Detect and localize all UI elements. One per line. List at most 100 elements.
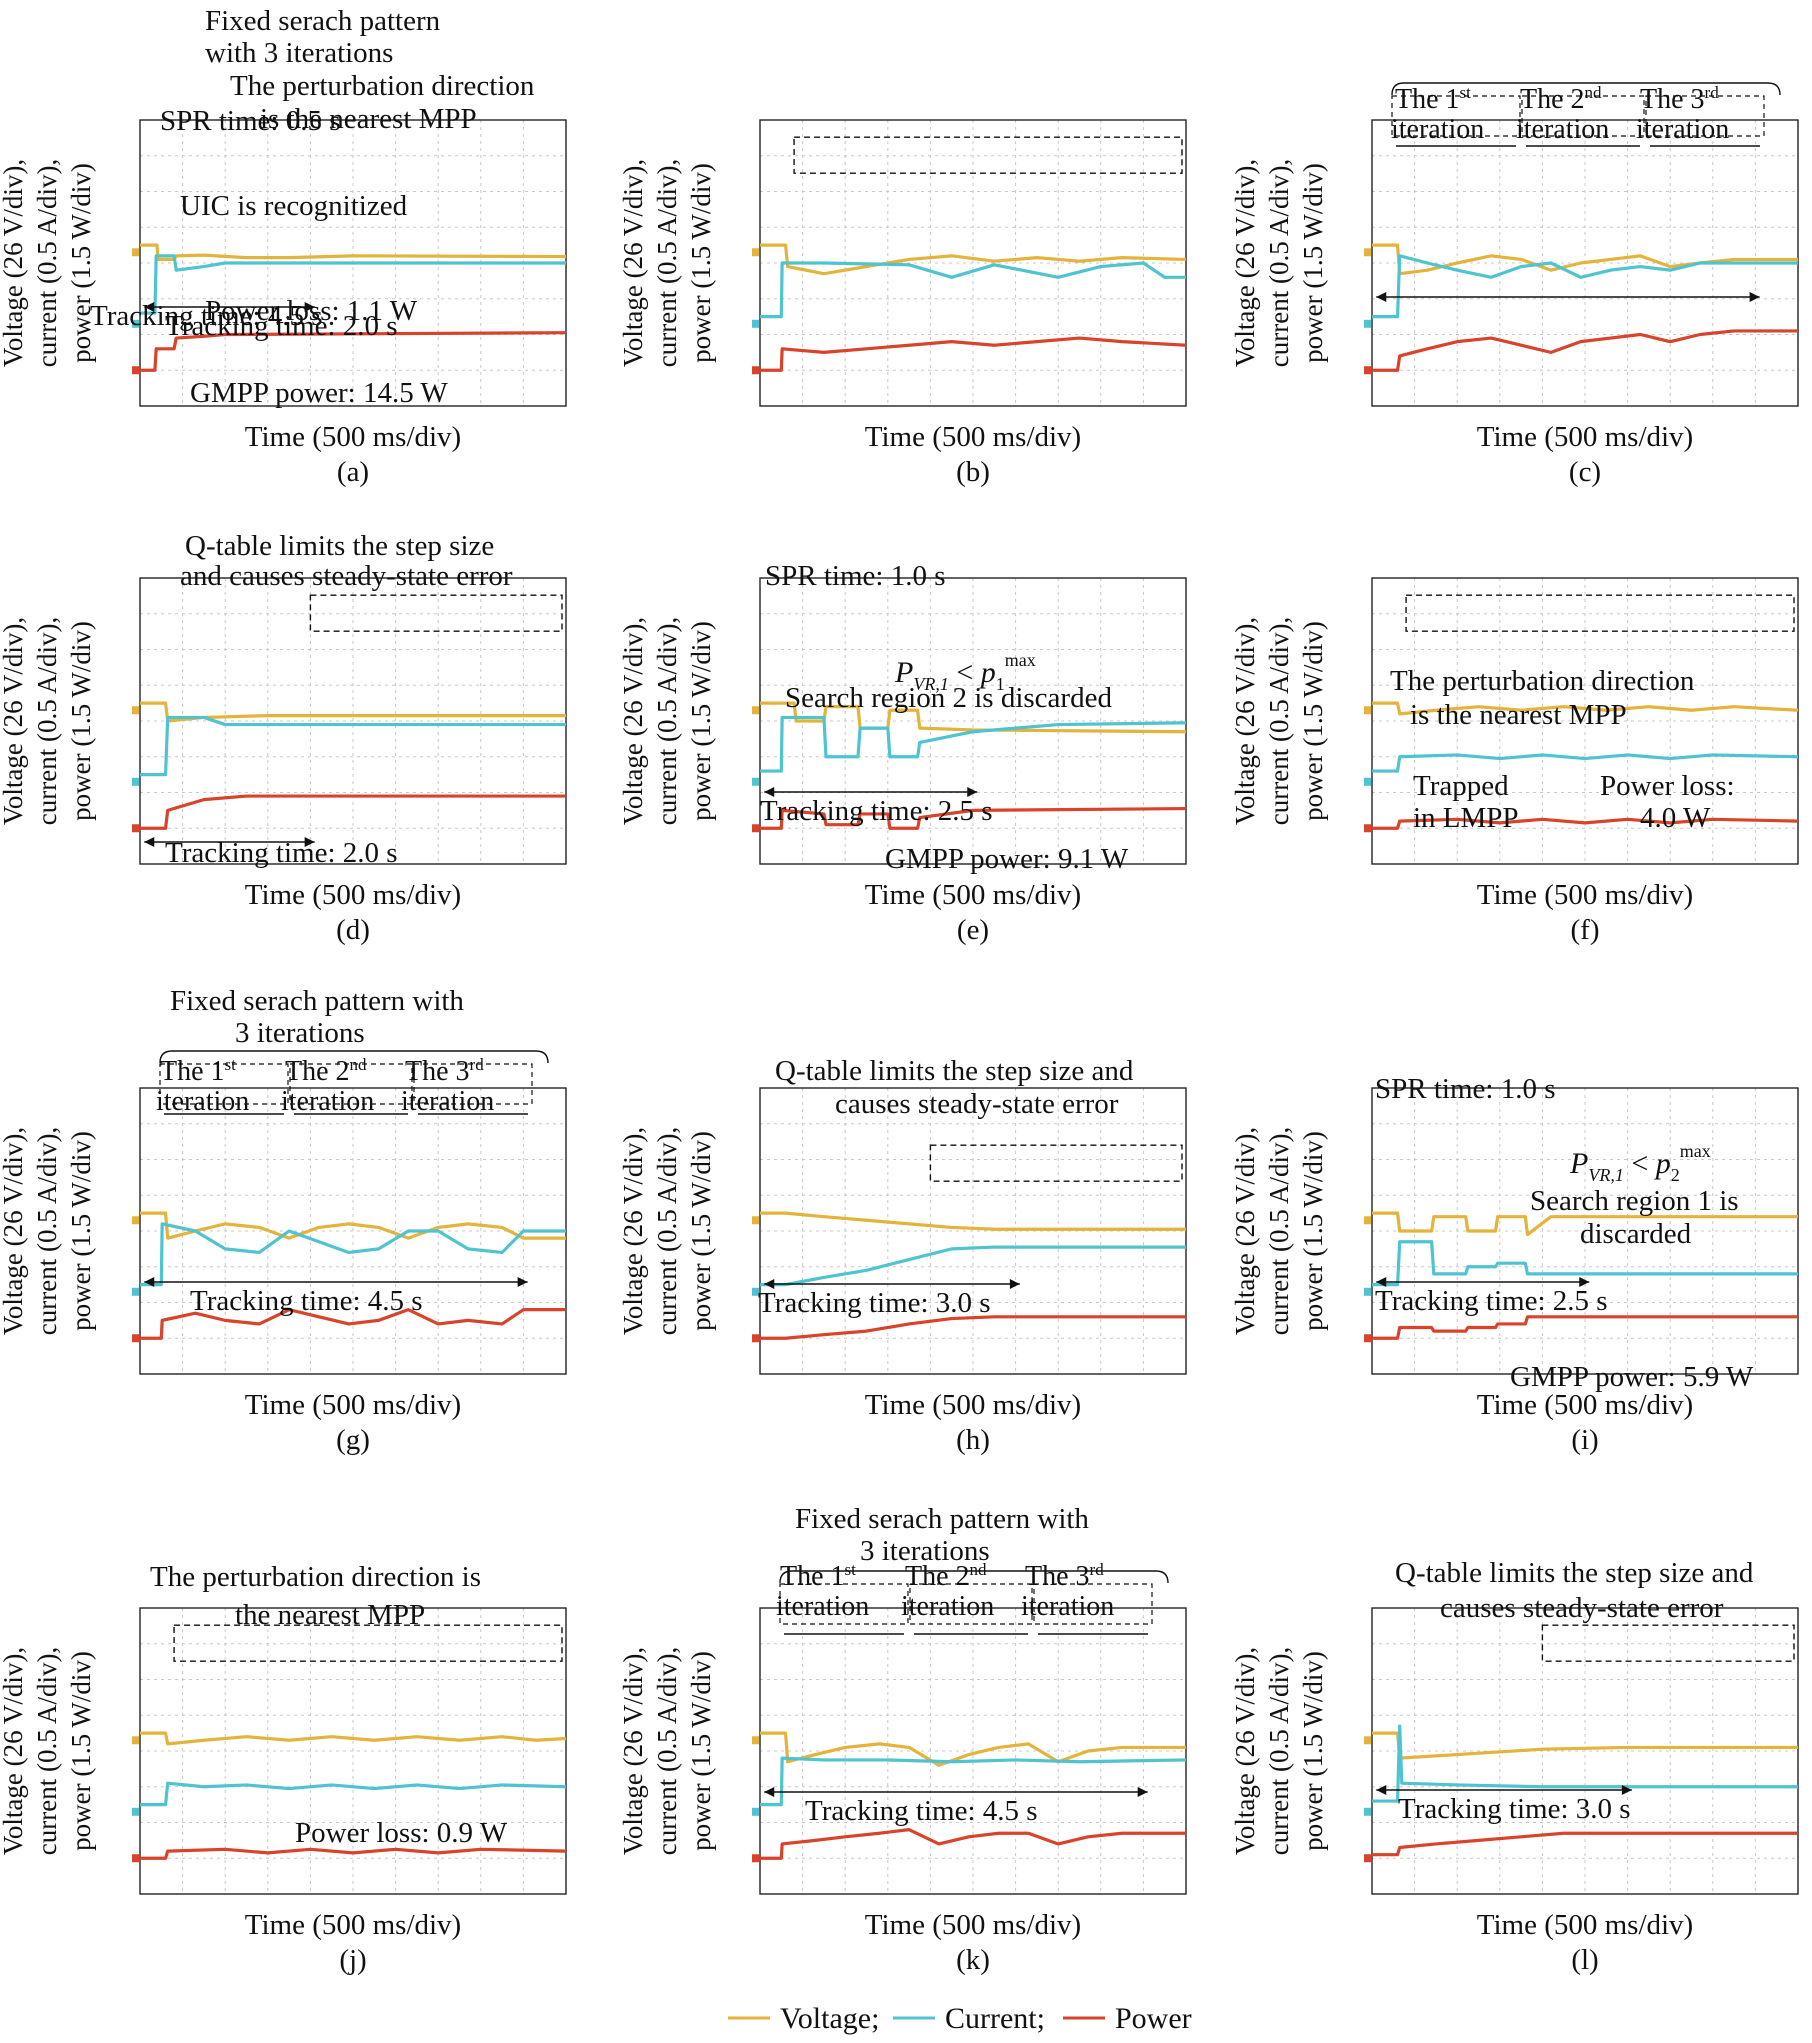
plot-frame [1371, 1607, 1799, 1895]
current-trace [760, 1756, 1187, 1807]
panel-label: (j) [339, 1944, 366, 1976]
annotation: Trapped [1413, 770, 1509, 802]
current-trace [140, 1222, 566, 1287]
arrow-head [144, 302, 155, 312]
annotation: Tracking time: 2.0 s [165, 310, 398, 342]
panel-label: (l) [1571, 1944, 1598, 1976]
power-channel-marker [132, 1334, 139, 1343]
power-channel-marker [132, 824, 139, 833]
voltage-trace [140, 1211, 566, 1240]
inequality-annotation: PVR,1 < p2max [1569, 1141, 1711, 1185]
annotation: Power loss: 1.1 W [205, 295, 418, 327]
iteration-label: The 3rd [1025, 1560, 1104, 1592]
y-axis-label: Voltage (26 V/div), [1230, 159, 1260, 367]
highlight-box [929, 1144, 1183, 1182]
current-channel-marker [1364, 319, 1371, 328]
annotation: Q-table limits the step size and [1395, 1557, 1754, 1589]
legend-label: Power [1115, 2002, 1192, 2035]
annotation: causes steady-state error [835, 1088, 1119, 1120]
power-trace [760, 1315, 1186, 1340]
current-trace [1372, 1240, 1798, 1287]
iteration-label: iteration [1636, 114, 1729, 145]
x-axis-label: Time (500 ms/div) [1477, 1909, 1693, 1941]
y-axis-label: current (0.5 A/div), [1264, 1647, 1294, 1855]
x-axis-label: Time (500 ms/div) [245, 421, 461, 453]
y-axis-label: Voltage (26 V/div), [618, 159, 648, 367]
current-channel-marker [752, 1807, 759, 1816]
annotation: The perturbation direction [1390, 665, 1695, 697]
arrow-head [304, 837, 315, 847]
panel-b: Voltage (26 V/div), current (0.5 A/div), p… [205, 70, 1187, 488]
current-channel-marker [1364, 1287, 1371, 1296]
annotation: 3 iterations [860, 1535, 990, 1567]
legend-label: Current; [945, 2002, 1045, 2035]
current-trace [1372, 254, 1798, 319]
annotation: Fixed serach pattern with [795, 1503, 1089, 1535]
iteration-box [1645, 95, 1765, 137]
highlight-box [173, 1624, 563, 1662]
panel-label: (c) [1569, 456, 1601, 488]
voltage-channel-marker [1364, 248, 1371, 257]
current-trace [140, 1781, 567, 1807]
panel-k: Voltage (26 V/div), current (0.5 A/div), p… [618, 1503, 1187, 1976]
y-axis-label: current (0.5 A/div), [32, 1127, 62, 1335]
current-trace [1372, 753, 1799, 773]
annotation: SPR time: 1.0 s [1375, 1073, 1556, 1105]
iteration-label: The 1st [160, 1055, 236, 1087]
voltage-trace [140, 701, 566, 723]
iteration-box [779, 1583, 909, 1625]
current-channel-marker [1364, 1807, 1371, 1816]
y-axis-label: Voltage (26 V/div), [618, 617, 648, 825]
voltage-trace [1372, 1731, 1798, 1760]
annotation: The perturbation direction is [150, 1561, 481, 1593]
arrow-head [967, 787, 978, 797]
x-axis-label: Time (500 ms/div) [1477, 1389, 1693, 1421]
x-axis-label: Time (500 ms/div) [1477, 421, 1693, 453]
annotation: Fixed serach pattern [205, 5, 441, 37]
plot-frame [759, 119, 1187, 407]
annotation: Q-table limits the step size [185, 530, 494, 562]
current-trace [140, 254, 566, 315]
voltage-channel-marker [752, 1216, 759, 1225]
power-trace [760, 1828, 1186, 1860]
panel-label: (d) [336, 914, 370, 946]
voltage-channel-marker [132, 248, 139, 257]
current-channel-marker [132, 1807, 139, 1816]
arrow-head [144, 1277, 155, 1287]
power-trace [140, 1308, 566, 1340]
current-channel-marker [752, 1287, 759, 1296]
arrow-head [517, 1277, 528, 1287]
annotation: with 3 iterations [205, 37, 393, 69]
y-axis-label: Voltage (26 V/div), [0, 617, 28, 825]
power-trace [1372, 329, 1798, 372]
brace [159, 1050, 549, 1064]
annotation: Tracking time: 4.5 s [805, 1795, 1038, 1827]
highlight-box [1405, 594, 1795, 632]
y-axis-label: current (0.5 A/div), [32, 159, 62, 367]
y-axis-label: current (0.5 A/div), [1264, 1127, 1294, 1335]
annotation: Tracking time: 3.0 s [1398, 1793, 1631, 1825]
iteration-label: The 1st [1395, 83, 1471, 115]
iteration-label: The 2nd [905, 1560, 987, 1592]
arrow-head [144, 837, 155, 847]
annotation: GMPP power: 9.1 W [885, 843, 1129, 875]
arrow-head [1376, 292, 1387, 302]
panel-e: Voltage (26 V/div), current (0.5 A/div), p… [618, 560, 1187, 946]
iteration-box [1033, 1583, 1153, 1625]
annotation: Tracking time: 3.0 s [758, 1287, 991, 1319]
voltage-channel-marker [1364, 1736, 1371, 1745]
current-trace [140, 715, 566, 777]
panel-f: Voltage (26 V/div), current (0.5 A/div), p… [1230, 577, 1799, 946]
annotation: and causes steady-state error [180, 560, 513, 592]
power-channel-marker [1364, 366, 1371, 375]
annotation: The perturbation direction [230, 70, 535, 102]
y-axis-label: power (1.5 W/div) [1298, 621, 1328, 821]
power-channel-marker [752, 1334, 759, 1343]
panel-label: (f) [1571, 914, 1600, 946]
brace [779, 1570, 1169, 1584]
power-trace [1372, 1831, 1798, 1857]
panel-i: Voltage (26 V/div), current (0.5 A/div), p… [1230, 1073, 1799, 1456]
voltage-channel-marker [752, 1736, 759, 1745]
annotation: Power loss: [1600, 770, 1735, 802]
x-axis-label: Time (500 ms/div) [245, 1389, 461, 1421]
